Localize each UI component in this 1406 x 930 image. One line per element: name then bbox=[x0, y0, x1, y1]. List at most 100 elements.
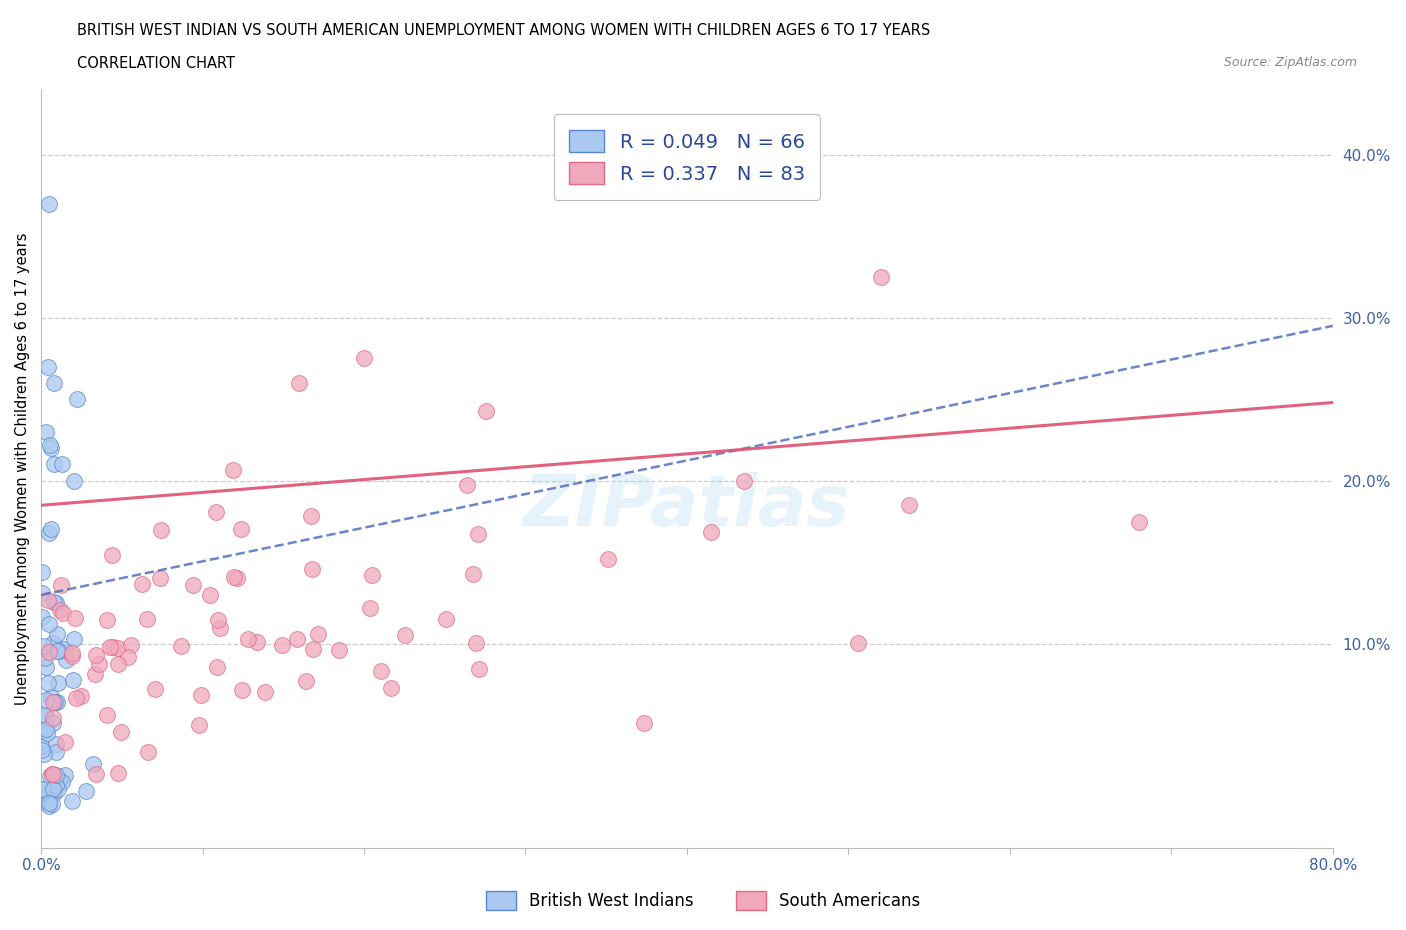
Point bbox=[42, 711, 65, 725]
Point bbox=[35, 710, 58, 724]
Point bbox=[48, 644, 70, 658]
Text: CORRELATION CHART: CORRELATION CHART bbox=[77, 56, 235, 71]
Point bbox=[294, 673, 316, 688]
Point bbox=[301, 561, 323, 576]
Point bbox=[53, 735, 76, 750]
Point bbox=[96, 613, 118, 628]
Point bbox=[361, 567, 384, 582]
Point bbox=[51, 605, 73, 620]
Point bbox=[204, 504, 226, 519]
Point bbox=[107, 640, 129, 655]
Point bbox=[38, 799, 60, 814]
Point bbox=[39, 441, 62, 456]
Point bbox=[136, 612, 159, 627]
Point bbox=[35, 424, 58, 439]
Point bbox=[34, 650, 56, 665]
Point bbox=[32, 638, 55, 653]
Point bbox=[299, 509, 322, 524]
Point bbox=[107, 657, 129, 671]
Point bbox=[38, 796, 60, 811]
Point bbox=[169, 639, 191, 654]
Point bbox=[42, 457, 65, 472]
Point bbox=[70, 688, 93, 703]
Point bbox=[75, 784, 97, 799]
Point bbox=[38, 795, 60, 810]
Point bbox=[205, 659, 228, 674]
Point bbox=[83, 667, 105, 682]
Point bbox=[38, 617, 60, 631]
Point bbox=[32, 746, 55, 761]
Point bbox=[51, 775, 73, 790]
Point bbox=[37, 359, 59, 374]
Point bbox=[37, 786, 59, 801]
Point bbox=[434, 611, 457, 626]
Point bbox=[46, 676, 69, 691]
Point bbox=[143, 682, 166, 697]
Point bbox=[31, 586, 53, 601]
Point bbox=[30, 738, 52, 753]
Point bbox=[117, 650, 139, 665]
Point bbox=[60, 794, 83, 809]
Point bbox=[42, 786, 65, 801]
Point bbox=[62, 473, 84, 488]
Point bbox=[53, 768, 76, 783]
Point bbox=[120, 638, 142, 653]
Point bbox=[60, 648, 83, 663]
Point bbox=[34, 693, 56, 708]
Point bbox=[38, 525, 60, 540]
Point bbox=[38, 644, 60, 659]
Point bbox=[39, 521, 62, 536]
Point bbox=[45, 767, 67, 782]
Point bbox=[66, 392, 89, 406]
Point bbox=[46, 781, 69, 796]
Point bbox=[150, 523, 173, 538]
Point bbox=[44, 694, 66, 709]
Point bbox=[869, 270, 891, 285]
Point bbox=[699, 525, 721, 539]
Point bbox=[30, 781, 52, 796]
Point bbox=[846, 635, 869, 650]
Point bbox=[34, 722, 56, 737]
Point bbox=[467, 526, 489, 541]
Y-axis label: Unemployment Among Women with Children Ages 6 to 17 years: Unemployment Among Women with Children A… bbox=[15, 232, 30, 705]
Point bbox=[35, 725, 58, 740]
Point bbox=[207, 613, 229, 628]
Point bbox=[45, 745, 67, 760]
Point bbox=[63, 610, 86, 625]
Point bbox=[236, 631, 259, 646]
Point bbox=[42, 782, 65, 797]
Point bbox=[45, 644, 67, 658]
Point bbox=[65, 690, 87, 705]
Point bbox=[31, 781, 53, 796]
Point bbox=[231, 683, 253, 698]
Text: Source: ZipAtlas.com: Source: ZipAtlas.com bbox=[1223, 56, 1357, 69]
Point bbox=[475, 404, 498, 418]
Point bbox=[41, 767, 63, 782]
Point bbox=[42, 594, 65, 609]
Point bbox=[51, 578, 73, 592]
Point bbox=[60, 645, 83, 660]
Point bbox=[55, 652, 77, 667]
Point bbox=[1128, 514, 1150, 529]
Point bbox=[45, 737, 67, 751]
Point bbox=[39, 768, 62, 783]
Point bbox=[394, 627, 416, 642]
Point bbox=[31, 609, 53, 624]
Legend: British West Indians, South Americans: British West Indians, South Americans bbox=[479, 884, 927, 917]
Point bbox=[136, 744, 159, 759]
Point bbox=[42, 635, 65, 650]
Point bbox=[84, 767, 107, 782]
Point bbox=[38, 196, 60, 211]
Text: BRITISH WEST INDIAN VS SOUTH AMERICAN UNEMPLOYMENT AMONG WOMEN WITH CHILDREN AGE: BRITISH WEST INDIAN VS SOUTH AMERICAN UN… bbox=[77, 23, 931, 38]
Point bbox=[353, 351, 375, 365]
Point bbox=[288, 376, 311, 391]
Point bbox=[190, 687, 212, 702]
Point bbox=[37, 675, 59, 690]
Point bbox=[253, 684, 276, 699]
Point bbox=[87, 657, 110, 671]
Point bbox=[110, 724, 132, 739]
Point bbox=[39, 438, 62, 453]
Point bbox=[633, 716, 655, 731]
Point bbox=[35, 792, 58, 807]
Point bbox=[39, 689, 62, 704]
